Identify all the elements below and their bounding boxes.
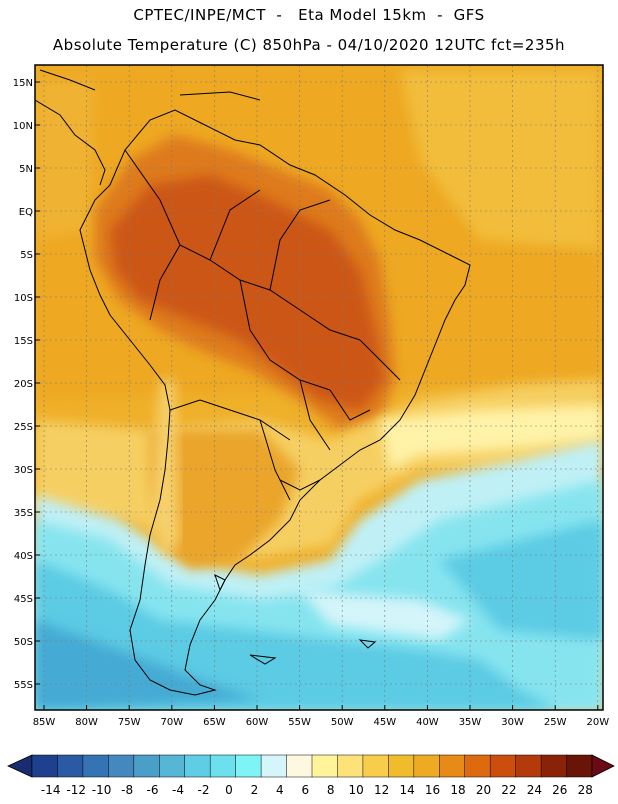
colorbar-label: 16 xyxy=(425,783,440,797)
colorbar-low-arrow xyxy=(7,754,33,778)
lon-label: 55W xyxy=(288,717,311,728)
colorbar-label: 24 xyxy=(527,783,542,797)
colorbar xyxy=(7,754,615,778)
colorbar-label: 28 xyxy=(578,783,593,797)
lon-label: 25W xyxy=(544,717,567,728)
colorbar-swatch xyxy=(464,754,491,778)
lat-label: 30S xyxy=(14,465,33,476)
lat-label: 10S xyxy=(14,293,33,304)
colorbar-swatch xyxy=(82,754,109,778)
lon-label: 45W xyxy=(373,717,396,728)
colorbar-label: -8 xyxy=(121,783,133,797)
colorbar-swatch xyxy=(566,754,593,778)
lat-label: 15S xyxy=(14,336,33,347)
lon-label: 70W xyxy=(160,717,183,728)
colorbar-label: 0 xyxy=(225,783,233,797)
colorbar-swatch xyxy=(439,754,466,778)
colorbar-swatch xyxy=(286,754,313,778)
colorbar-label: -2 xyxy=(198,783,210,797)
chart-title-line1: CPTEC/INPE/MCT - Eta Model 15km - GFS xyxy=(133,6,485,24)
colorbar-swatch xyxy=(515,754,542,778)
colorbar-label: 12 xyxy=(374,783,389,797)
lon-label: 60W xyxy=(246,717,269,728)
lat-label: 10N xyxy=(13,121,33,132)
colorbar-label: 18 xyxy=(450,783,465,797)
colorbar-swatch xyxy=(31,754,59,778)
colorbar-swatch xyxy=(133,754,160,778)
map-frame xyxy=(34,64,604,711)
lon-label: 40W xyxy=(416,717,439,728)
colorbar-label: 2 xyxy=(251,783,259,797)
colorbar-label: 22 xyxy=(501,783,516,797)
lon-label: 20W xyxy=(586,717,609,728)
colorbar-swatch xyxy=(260,754,288,778)
colorbar-label: 6 xyxy=(301,783,309,797)
latitude-labels: 15N 10N 5N EQ 5S 10S 15S 20S 25S 30S 35S 40S 45S 50S 5… xyxy=(13,78,40,691)
colorbar-swatch xyxy=(388,754,415,778)
lon-label: 35W xyxy=(459,717,482,728)
lat-label: 45S xyxy=(14,594,33,605)
lat-label: 15N xyxy=(13,78,33,89)
colorbar-swatch xyxy=(413,754,440,778)
colorbar-label: 14 xyxy=(399,783,414,797)
colorbar-swatch xyxy=(540,754,568,778)
lat-label: 5S xyxy=(20,250,33,261)
colorbar-label: -4 xyxy=(172,783,184,797)
lon-label: 30W xyxy=(501,717,524,728)
longitude-labels: 85W 80W 75W 70W 65W 60W 55W 50W 45W 40W 35W 30W 25W 2… xyxy=(33,705,609,728)
lat-label: 55S xyxy=(14,680,33,691)
lon-label: 85W xyxy=(33,717,56,728)
colorbar-swatch xyxy=(159,754,186,778)
colorbar-label: -10 xyxy=(92,783,112,797)
colorbar-swatch xyxy=(362,754,389,778)
colorbar-swatch xyxy=(489,754,517,778)
lon-label: 80W xyxy=(75,717,98,728)
colorbar-high-arrow xyxy=(591,754,615,778)
lat-label: 35S xyxy=(14,508,33,519)
colorbar-swatch xyxy=(184,754,211,778)
colorbar-label: -12 xyxy=(66,783,86,797)
lon-label: 75W xyxy=(118,717,141,728)
lon-label: 65W xyxy=(203,717,226,728)
lat-label: 50S xyxy=(14,637,33,648)
colorbar-label: 26 xyxy=(552,783,567,797)
lat-label: EQ xyxy=(19,207,33,218)
colorbar-label: 4 xyxy=(276,783,284,797)
colorbar-swatch xyxy=(235,754,262,778)
colorbar-swatch xyxy=(311,754,339,778)
colorbar-swatch xyxy=(209,754,237,778)
temperature-field xyxy=(35,65,603,710)
lat-label: 5N xyxy=(19,164,33,175)
colorbar-label: 10 xyxy=(349,783,364,797)
colorbar-label: -14 xyxy=(41,783,61,797)
colorbar-label: 8 xyxy=(327,783,335,797)
colorbar-label: -6 xyxy=(147,783,159,797)
lat-label: 20S xyxy=(14,379,33,390)
colorbar-swatch xyxy=(337,754,364,778)
colorbar-swatch xyxy=(108,754,135,778)
lon-label: 50W xyxy=(331,717,354,728)
colorbar-label: 20 xyxy=(476,783,491,797)
colorbar-swatch xyxy=(57,754,84,778)
chart-title-line2: Absolute Temperature (C) 850hPa - 04/10/… xyxy=(52,36,566,54)
colorbar-labels: -14 -12 -10 -8 -6 -4 -2 0 2 4 6 8 10 12 14 16 18 20 22 24 26… xyxy=(41,783,593,797)
coastlines xyxy=(35,69,471,696)
lat-label: 25S xyxy=(14,422,33,433)
lat-label: 40S xyxy=(14,551,33,562)
